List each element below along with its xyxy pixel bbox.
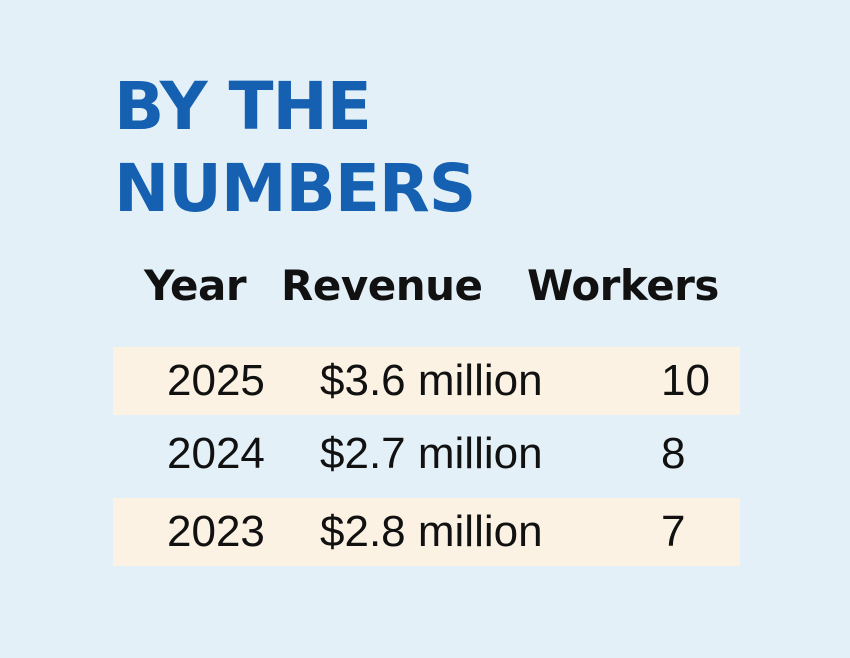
title-line-1: BY THE — [114, 68, 372, 145]
panel-title: BY THE NUMBERS — [114, 66, 476, 230]
table-row: 2025 $3.6 million 10 — [113, 347, 740, 415]
column-header-revenue: Revenue — [281, 261, 483, 310]
table-row: 2024 $2.7 million 8 — [113, 420, 740, 488]
year-cell: 2024 — [167, 429, 265, 478]
workers-cell: 8 — [661, 429, 686, 478]
revenue-cell: $2.8 million — [320, 507, 543, 556]
table-row: 2023 $2.8 million 7 — [113, 498, 740, 566]
column-header-workers: Workers — [527, 261, 719, 310]
workers-cell: 7 — [661, 507, 686, 556]
workers-cell: 10 — [661, 356, 710, 405]
column-header-year: Year — [144, 261, 247, 310]
title-line-2: NUMBERS — [114, 150, 476, 227]
year-cell: 2023 — [167, 507, 265, 556]
year-cell: 2025 — [167, 356, 265, 405]
revenue-cell: $2.7 million — [320, 429, 543, 478]
revenue-cell: $3.6 million — [320, 356, 543, 405]
